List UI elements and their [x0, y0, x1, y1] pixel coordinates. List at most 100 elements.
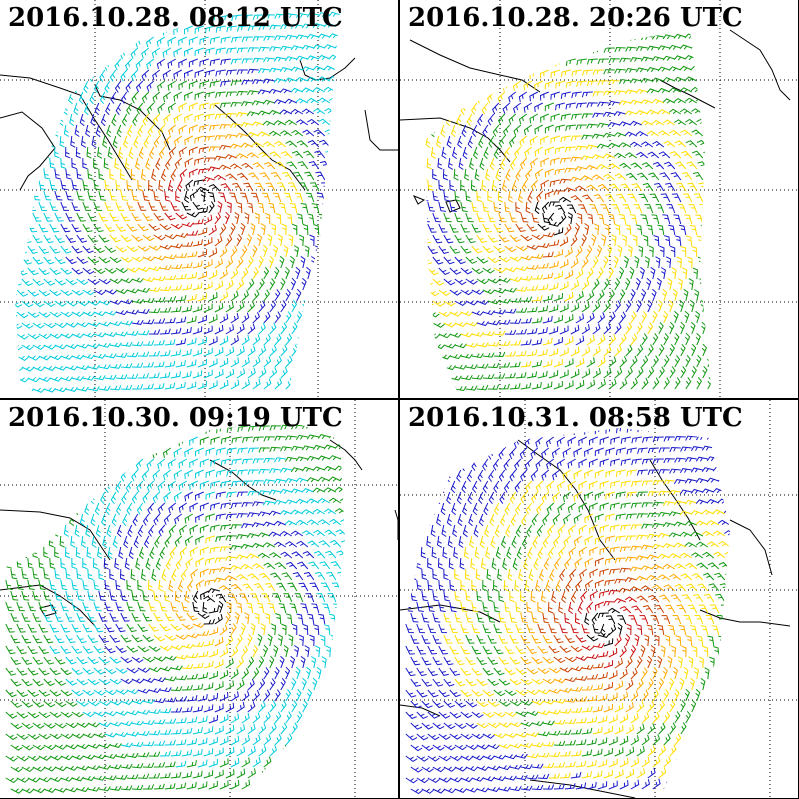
wind-barb-icon [94, 102, 100, 116]
wind-barb-icon [748, 573, 758, 580]
wind-barb-icon [181, 262, 193, 269]
wind-barb-icon [573, 447, 583, 458]
wind-barb-icon [732, 679, 736, 690]
wind-barb-icon [613, 89, 626, 95]
wind-barb-icon [515, 286, 528, 292]
wind-barb-icon [685, 635, 693, 647]
wind-barb-icon [460, 623, 469, 634]
wind-barb-icon [651, 214, 660, 225]
wind-barb-icon [265, 182, 276, 192]
wind-barb-icon [215, 91, 226, 99]
wind-barb-icon [132, 113, 139, 126]
wind-barb-icon [534, 36, 544, 46]
wind-barb-icon [707, 235, 712, 247]
wind-barb-icon [225, 324, 235, 335]
wind-barb-icon [749, 194, 758, 202]
wind-barb-icon [559, 369, 569, 379]
wind-barb-icon [290, 66, 303, 72]
wind-barb-icon [165, 557, 172, 571]
wind-barb-icon [493, 146, 500, 160]
wind-barb-icon [71, 245, 83, 254]
wind-barb-icon [21, 322, 34, 329]
wind-barb-icon [344, 603, 345, 614]
wind-barb-icon [273, 520, 287, 527]
wind-barb-icon [125, 58, 133, 71]
wind-barb-icon [357, 722, 361, 734]
wind-barb-icon [104, 480, 111, 493]
wind-barb-icon [19, 80, 25, 94]
wind-barb-icon [142, 762, 155, 768]
wind-barb-icon [597, 356, 606, 368]
wind-barb-icon [335, 343, 340, 357]
wind-barb-icon [622, 204, 632, 214]
wind-barb-icon [592, 174, 605, 181]
wind-barb-icon [493, 601, 501, 613]
wind-barb-icon [515, 524, 522, 538]
wind-barb-icon [383, 333, 387, 345]
wind-barb-icon [93, 201, 103, 211]
wind-barb-icon [625, 46, 637, 52]
wind-barb-icon [146, 102, 155, 115]
wind-barb-icon [449, 623, 458, 634]
wind-barb-icon [418, 480, 424, 494]
wind-barb-icon [104, 179, 112, 191]
wind-barb-icon [625, 656, 633, 669]
wind-barb-icon [502, 58, 511, 70]
wind-barb-icon [116, 524, 123, 538]
wind-barb-icon [248, 172, 260, 181]
wind-barb-icon [131, 784, 144, 791]
wind-barb-icon [263, 756, 272, 768]
wind-barb-icon [137, 579, 143, 592]
wind-barb-icon [502, 102, 511, 114]
wind-barb-icon [586, 290, 595, 302]
wind-barb-icon [630, 502, 642, 509]
wind-barb-icon [741, 140, 751, 147]
wind-barb-icon [7, 458, 13, 472]
wind-barb-icon [17, 36, 24, 50]
wind-barb-icon [585, 164, 598, 171]
wind-barb-icon [586, 213, 594, 225]
wind-panel-3: 2016.10.30. 09:19 UTC [0, 400, 398, 798]
wind-barb-icon [788, 626, 796, 635]
wind-barb-icon [137, 601, 146, 612]
wind-barb-icon [662, 563, 676, 570]
wind-barb-icon [666, 204, 676, 214]
wind-barb-icon [531, 382, 542, 390]
wind-barb-icon [509, 612, 517, 623]
wind-barb-icon [194, 47, 204, 56]
wind-barb-icon [570, 257, 579, 269]
wind-barb-icon [230, 524, 242, 530]
wind-barb-icon [43, 234, 54, 244]
wind-barb-icon [482, 201, 490, 213]
wind-barb-icon [246, 132, 259, 138]
wind-barb-icon [342, 235, 347, 246]
wind-barb-icon [537, 262, 549, 269]
wind-barb-icon [694, 310, 701, 324]
wind-barb-icon [263, 35, 275, 42]
wind-barb-icon [385, 777, 389, 789]
wind-barb-icon [476, 612, 485, 623]
wind-barb-icon [604, 557, 615, 565]
wind-barb-icon [199, 524, 209, 534]
wind-barb-icon [788, 323, 792, 334]
wind-barb-icon [208, 568, 220, 575]
wind-barb-icon [773, 637, 780, 647]
wind-barb-icon [362, 733, 366, 745]
wind-barb-icon [123, 135, 129, 149]
wind-barb-icon [38, 179, 46, 190]
wind-barb-icon [449, 458, 456, 472]
wind-barb-icon [771, 594, 780, 602]
wind-barb-icon [135, 458, 144, 471]
wind-barb-icon [701, 343, 707, 357]
wind-barb-icon [203, 303, 213, 313]
wind-barb-icon [153, 318, 166, 324]
wind-barb-icon [60, 601, 69, 612]
wind-barb-icon [208, 780, 218, 790]
wind-barb-icon [476, 278, 489, 285]
wind-barb-icon [153, 634, 166, 642]
wind-barb-icon [115, 502, 122, 516]
wind-barb-icon [492, 579, 499, 592]
wind-barb-icon [629, 266, 635, 280]
wind-barb-icon [93, 157, 99, 170]
wind-barb-icon [443, 256, 455, 265]
